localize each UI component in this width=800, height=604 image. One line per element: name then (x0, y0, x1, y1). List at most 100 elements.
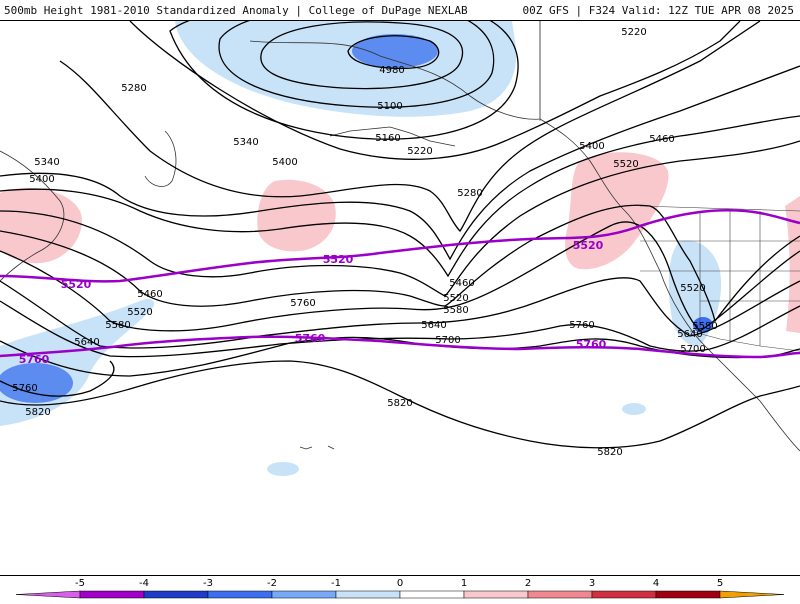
height-contours (0, 0, 800, 449)
contour-label: 5100 (377, 101, 402, 112)
contour-label: 5580 (105, 320, 130, 331)
legend-bin (207, 590, 273, 599)
contour-label: 5640 (74, 337, 99, 348)
contour-label: 5580 (692, 321, 717, 332)
contour-5400 (0, 115, 800, 278)
legend-tick: 5 (717, 578, 723, 589)
contour-label: 5340 (233, 137, 258, 148)
contour-label: 5460 (449, 278, 474, 289)
legend-tick: -5 (75, 578, 85, 589)
contour-label: 5520 (680, 283, 705, 294)
contour-label: 5820 (387, 398, 412, 409)
contour-label: 5700 (435, 335, 460, 346)
neg-anomaly-small-a (267, 462, 299, 476)
pos-anomaly-northeast-asia (0, 187, 82, 264)
pos-anomaly-central-pacific (257, 179, 336, 252)
highlight-label: 5760 (295, 332, 326, 345)
contour-label: 5760 (569, 320, 594, 331)
contour-label: 5520 (613, 159, 638, 170)
highlight-label: 5520 (61, 278, 92, 291)
contour-label: 5820 (597, 447, 622, 458)
legend-tick-labels: -5 -4 -3 -2 -1 0 1 2 3 4 5 (75, 578, 723, 589)
legend-tick: -3 (203, 578, 213, 589)
highlight-label: 5520 (323, 253, 354, 266)
contour-label-layer: 4980 5100 5160 5220 5220 5280 5280 5340 … (12, 27, 717, 458)
neg-anomaly-small-b (622, 403, 646, 415)
legend-bin (591, 590, 657, 599)
contour-5700 (0, 300, 800, 358)
highlight-5760 (0, 335, 800, 359)
highlight-label: 5760 (19, 353, 50, 366)
legend-tick: -2 (267, 578, 277, 589)
legend-tick: 4 (653, 578, 659, 589)
contour-label: 5400 (579, 141, 604, 152)
legend-bin (655, 590, 721, 599)
legend-tick: 0 (397, 578, 403, 589)
contour-5220 (129, 20, 741, 160)
contour-label: 4980 (379, 65, 404, 76)
contour-label: 5460 (137, 289, 162, 300)
legend-tick: 2 (525, 578, 531, 589)
us-canada-border (639, 205, 800, 212)
contour-label: 5340 (34, 157, 59, 168)
hawaii-islands (299, 445, 335, 450)
contour-5460 (0, 140, 800, 297)
state-lines (640, 211, 800, 346)
contour-label: 5640 (677, 329, 702, 340)
contour-label: 5460 (649, 134, 674, 145)
legend-bin (335, 590, 401, 599)
aleutian-chain (329, 126, 456, 147)
contour-label: 5520 (127, 307, 152, 318)
anomaly-legend: -5 -4 -3 -2 -1 0 1 2 3 4 5 (0, 576, 800, 600)
map-area: 4980 5100 5160 5220 5220 5280 5280 5340 … (0, 0, 800, 576)
contour-label: 5400 (29, 174, 54, 185)
contour-5520 (0, 204, 800, 323)
run-info: 00Z GFS | F324 Valid: 12Z TUE APR 08 202… (522, 4, 794, 17)
legend-bin (79, 590, 145, 599)
legend-bin (463, 590, 529, 599)
contour-5340 (0, 65, 800, 261)
legend-bin (527, 590, 593, 599)
contour-label: 5220 (621, 27, 646, 38)
legend-bin (143, 590, 209, 599)
us-mexico-border (689, 330, 800, 352)
map-header: 500mb Height 1981-2010 Standardized Anom… (0, 0, 800, 20)
highlight-label-layer: 5520 5520 5520 5760 5760 5760 (19, 239, 607, 366)
contour-5040 (260, 21, 464, 90)
anomaly-shading (0, 21, 800, 476)
contour-4980 (347, 35, 440, 70)
highlight-label: 5520 (573, 239, 604, 252)
neg-anomaly-alaska (175, 21, 517, 117)
legend-svg: -5 -4 -3 -2 -1 0 1 2 3 4 5 (15, 578, 785, 599)
contour-label: 5580 (443, 305, 468, 316)
contour-label: 5220 (407, 146, 432, 157)
highlight-label: 5760 (576, 338, 607, 351)
contour-5160 (169, 0, 519, 140)
legend-tick: -1 (331, 578, 341, 589)
legend-tick: -4 (139, 578, 149, 589)
legend-bin (271, 590, 337, 599)
pos-anomaly-east-edge (785, 196, 800, 333)
contour-5580 (0, 221, 800, 332)
kamchatka-coast (144, 130, 177, 187)
contour-label: 5760 (290, 298, 315, 309)
legend-bin (399, 590, 465, 599)
contour-label: 5280 (457, 188, 482, 199)
neg-anomaly-alaska-core (352, 34, 438, 68)
neg-anomaly-west-pacific-core (0, 363, 73, 403)
map-title: 500mb Height 1981-2010 Standardized Anom… (4, 4, 468, 17)
contour-5640 (0, 277, 800, 349)
contour-label: 5280 (121, 83, 146, 94)
legend-color-bins (15, 590, 785, 599)
contour-5880 (0, 360, 115, 397)
contour-label: 5640 (421, 320, 446, 331)
contour-label: 5400 (272, 157, 297, 168)
contour-label: 5700 (680, 344, 705, 355)
contour-label: 5760 (12, 383, 37, 394)
contour-5280 (59, 20, 761, 233)
contour-label: 5820 (25, 407, 50, 418)
legend-arrow-high (719, 590, 785, 599)
highlight-contours (0, 209, 800, 359)
legend-tick: 1 (461, 578, 467, 589)
highlight-5520 (0, 209, 800, 283)
